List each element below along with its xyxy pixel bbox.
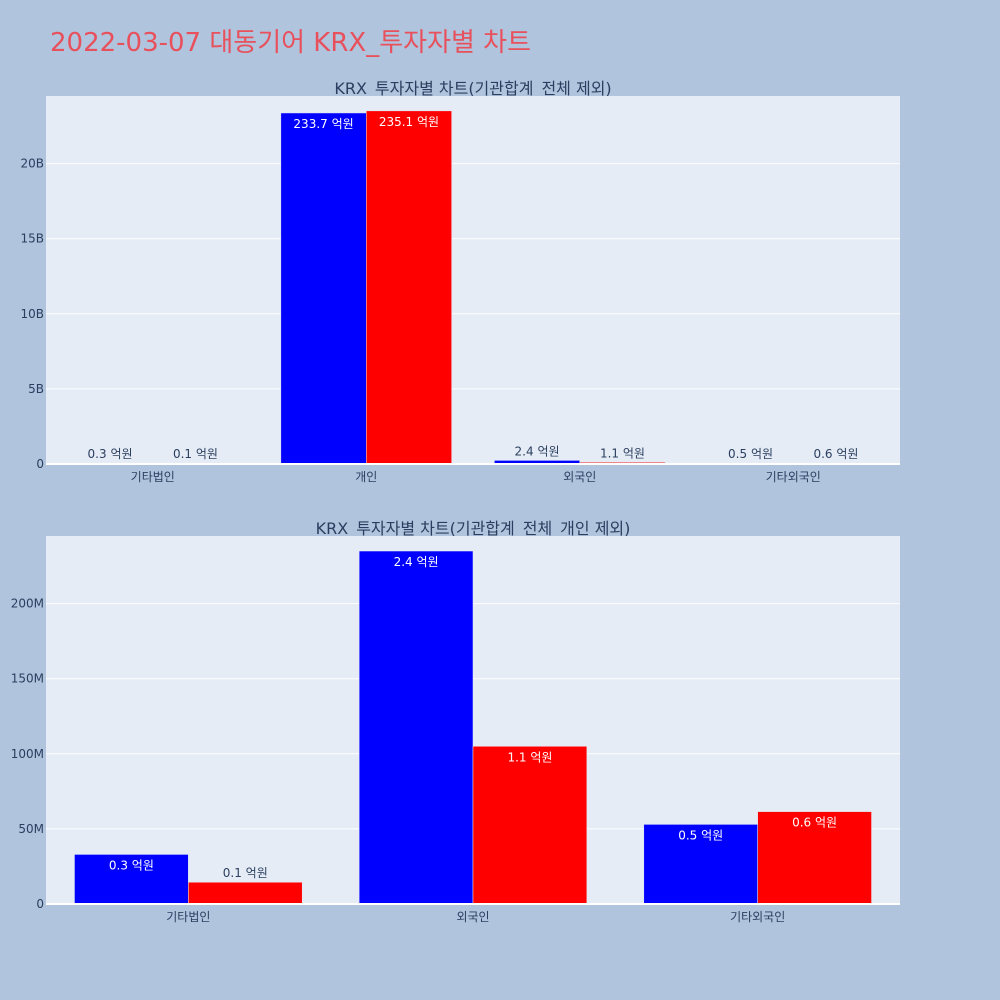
- chart-title: KRX_투자자별 차트(기관합계_전체_개인 제외): [316, 519, 631, 539]
- data-label: 1.1 억원: [600, 446, 645, 460]
- y-tick-label: 0: [36, 457, 44, 471]
- data-label: 0.5 억원: [678, 828, 723, 842]
- y-tick-label: 200M: [11, 597, 44, 611]
- x-tick-label: 기타외국인: [730, 910, 785, 924]
- chart-bottom: KRX_투자자별 차트(기관합계_전체_개인 제외) 0 50M 100M 150M 20…: [11, 519, 900, 924]
- x-tick-label: 기타법인: [166, 910, 210, 924]
- x-tick-label: 기타외국인: [766, 470, 821, 484]
- bar: [472, 746, 588, 905]
- y-tick-label: 10B: [20, 307, 44, 321]
- data-label: 0.1 억원: [223, 866, 268, 880]
- bar: [358, 550, 474, 905]
- x-tick-label: 외국인: [456, 910, 489, 924]
- page-title: 2022-03-07 대동기어 KRX_투자자별 차트: [50, 28, 532, 58]
- data-label: 0.5 억원: [728, 447, 773, 461]
- bar: [74, 854, 189, 905]
- chart-top: KRX_투자자별 차트(기관합계_전체 제외) 0 5B 10B 15B 20B 0.3 억…: [20, 79, 900, 484]
- chart-title: KRX_투자자별 차트(기관합계_전체 제외): [334, 79, 611, 99]
- bar: [757, 811, 872, 905]
- y-tick-label: 15B: [20, 232, 44, 246]
- bar: [188, 881, 303, 905]
- x-tick-label: 외국인: [563, 470, 596, 484]
- data-label: 0.6 억원: [792, 816, 837, 830]
- data-label: 0.1 억원: [173, 447, 218, 461]
- x-tick-label: 개인: [355, 470, 377, 484]
- y-tick-label: 100M: [11, 747, 44, 761]
- bar: [280, 112, 367, 465]
- bar: [366, 110, 452, 465]
- data-label: 0.3 억원: [109, 858, 154, 872]
- data-label: 2.4 억원: [515, 444, 560, 458]
- plot-area: [46, 96, 900, 464]
- data-label: 0.6 억원: [813, 447, 858, 461]
- data-label: 233.7 억원: [293, 117, 353, 131]
- y-tick-label: 150M: [11, 672, 44, 686]
- data-label: 2.4 억원: [394, 555, 439, 569]
- y-tick-label: 5B: [28, 382, 44, 396]
- data-label: 1.1 억원: [507, 750, 552, 764]
- y-tick-label: 50M: [18, 822, 44, 836]
- y-tick-label: 0: [36, 897, 44, 911]
- data-label: 0.3 억원: [88, 447, 133, 461]
- x-tick-label: 기타법인: [131, 470, 175, 484]
- bar: [643, 824, 758, 905]
- data-label: 235.1 억원: [379, 115, 439, 129]
- y-tick-label: 20B: [20, 157, 44, 171]
